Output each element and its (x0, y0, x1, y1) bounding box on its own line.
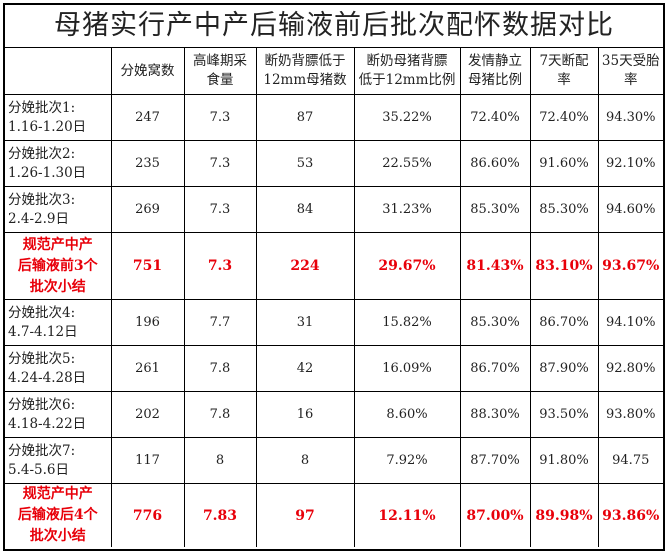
cell-conc35: 94.10% (597, 299, 663, 346)
cell-wean7: 86.70% (529, 299, 599, 346)
cell-estrus: 86.60% (459, 140, 531, 187)
header-thin-sow-count: 断奶背膘低于 12mm母猪数 (255, 48, 355, 95)
batch-label: 分娩批次1: 1.16-1.20日 (5, 94, 112, 141)
summary-label: 规范产中产 后输液前3个 批次小结 (5, 232, 112, 300)
table-row: 分娩批次1: 1.16-1.20日 247 7.3 87 35.22% 72.40… (5, 94, 663, 141)
header-row: 分娩窝数 高峰期采 食量 断奶背膘低于 12mm母猪数 断奶母猪背膘 低于12mm比例… (5, 48, 663, 95)
cell-estrus: 87.70% (459, 437, 531, 484)
table-row: 分娩批次5: 4.24-4.28日 261 7.8 42 16.09% 86.70… (5, 345, 663, 392)
cell-thin-count: 31 (255, 299, 355, 346)
cell-thin-count: 97 (255, 483, 355, 547)
table-row: 分娩批次4: 4.7-4.12日 196 7.7 31 15.82% 85.30%… (5, 299, 663, 346)
cell-estrus: 72.40% (459, 94, 531, 141)
cell-conc35: 93.80% (597, 391, 663, 438)
cell-feed: 7.8 (183, 345, 257, 392)
cell-wean7: 72.40% (529, 94, 599, 141)
cell-feed: 7.83 (183, 483, 257, 547)
cell-thin-ratio: 29.67% (353, 232, 461, 300)
summary-row-before: 规范产中产 后输液前3个 批次小结 751 7.3 224 29.67% 81.43… (5, 232, 663, 300)
cell-conc35: 92.80% (597, 345, 663, 392)
cell-estrus: 85.30% (459, 186, 531, 233)
cell-wean7: 91.80% (529, 437, 599, 484)
data-comparison-sheet: 母猪实行产中产后输液前后批次配怀数据对比 分娩窝数 高峰期采 食量 断奶背膘低于 1… (3, 3, 665, 551)
cell-estrus: 86.70% (459, 345, 531, 392)
table-row: 分娩批次2: 1.26-1.30日 235 7.3 53 22.55% 86.60… (5, 140, 663, 187)
summary-row-after: 规范产中产 后输液后4个 批次小结 776 7.83 97 12.11% 87.00… (5, 483, 663, 547)
cell-thin-ratio: 35.22% (353, 94, 461, 141)
cell-thin-count: 16 (255, 391, 355, 438)
batch-label: 分娩批次3: 2.4-2.9日 (5, 186, 112, 233)
cell-feed: 7.3 (183, 232, 257, 300)
cell-thin-ratio: 31.23% (353, 186, 461, 233)
cell-thin-ratio: 12.11% (353, 483, 461, 547)
cell-conc35: 94.60% (597, 186, 663, 233)
cell-estrus: 87.00% (459, 483, 531, 547)
cell-feed: 7.7 (183, 299, 257, 346)
cell-conc35: 94.30% (597, 94, 663, 141)
header-35day-rate: 35天受胎率 (597, 48, 663, 95)
table-row: 分娩批次3: 2.4-2.9日 269 7.3 84 31.23% 85.30% … (5, 186, 663, 233)
cell-conc35: 93.86% (597, 483, 663, 547)
cell-thin-count: 84 (255, 186, 355, 233)
cell-thin-count: 8 (255, 437, 355, 484)
cell-feed: 8 (183, 437, 257, 484)
cell-thin-count: 42 (255, 345, 355, 392)
header-estrus-ratio: 发情静立 母猪比例 (459, 48, 531, 95)
cell-litters: 751 (110, 232, 185, 300)
batch-label: 分娩批次7: 5.4-5.6日 (5, 437, 112, 484)
cell-feed: 7.8 (183, 391, 257, 438)
cell-thin-ratio: 15.82% (353, 299, 461, 346)
cell-wean7: 83.10% (529, 232, 599, 300)
batch-label: 分娩批次5: 4.24-4.28日 (5, 345, 112, 392)
cell-thin-count: 87 (255, 94, 355, 141)
header-7day-rate: 7天断配率 (529, 48, 599, 95)
cell-litters: 196 (110, 299, 185, 346)
cell-estrus: 81.43% (459, 232, 531, 300)
batch-label: 分娩批次2: 1.26-1.30日 (5, 140, 112, 187)
header-peak-feed: 高峰期采 食量 (183, 48, 257, 95)
cell-litters: 776 (110, 483, 185, 547)
cell-wean7: 91.60% (529, 140, 599, 187)
cell-feed: 7.3 (183, 140, 257, 187)
cell-litters: 247 (110, 94, 185, 141)
cell-wean7: 85.30% (529, 186, 599, 233)
cell-conc35: 92.10% (597, 140, 663, 187)
summary-label: 规范产中产 后输液后4个 批次小结 (5, 483, 112, 547)
cell-thin-count: 53 (255, 140, 355, 187)
cell-feed: 7.3 (183, 186, 257, 233)
batch-label: 分娩批次4: 4.7-4.12日 (5, 299, 112, 346)
cell-conc35: 93.67% (597, 232, 663, 300)
header-corner (5, 48, 112, 95)
cell-wean7: 89.98% (529, 483, 599, 547)
cell-feed: 7.3 (183, 94, 257, 141)
cell-wean7: 87.90% (529, 345, 599, 392)
cell-estrus: 88.30% (459, 391, 531, 438)
cell-wean7: 93.50% (529, 391, 599, 438)
header-thin-sow-ratio: 断奶母猪背膘 低于12mm比例 (353, 48, 461, 95)
batch-label: 分娩批次6: 4.18-4.22日 (5, 391, 112, 438)
cell-litters: 235 (110, 140, 185, 187)
cell-thin-count: 224 (255, 232, 355, 300)
table-row: 分娩批次7: 5.4-5.6日 117 8 8 7.92% 87.70% 91.8… (5, 437, 663, 484)
cell-thin-ratio: 16.09% (353, 345, 461, 392)
table-row: 分娩批次6: 4.18-4.22日 202 7.8 16 8.60% 88.30%… (5, 391, 663, 438)
cell-thin-ratio: 7.92% (353, 437, 461, 484)
cell-litters: 269 (110, 186, 185, 233)
comparison-table: 分娩窝数 高峰期采 食量 断奶背膘低于 12mm母猪数 断奶母猪背膘 低于12mm比例… (5, 48, 663, 547)
cell-thin-ratio: 22.55% (353, 140, 461, 187)
cell-litters: 261 (110, 345, 185, 392)
cell-litters: 117 (110, 437, 185, 484)
sheet-title: 母猪实行产中产后输液前后批次配怀数据对比 (5, 5, 663, 48)
cell-litters: 202 (110, 391, 185, 438)
header-litters: 分娩窝数 (110, 48, 185, 95)
cell-thin-ratio: 8.60% (353, 391, 461, 438)
cell-conc35: 94.75 (597, 437, 663, 484)
cell-estrus: 85.30% (459, 299, 531, 346)
